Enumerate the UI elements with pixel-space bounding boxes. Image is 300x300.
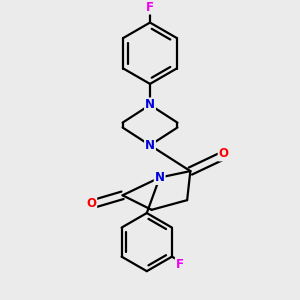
Text: O: O: [86, 197, 96, 210]
Text: N: N: [145, 98, 155, 111]
Text: F: F: [176, 258, 184, 271]
Text: N: N: [155, 171, 165, 184]
Text: F: F: [146, 1, 154, 13]
Text: N: N: [145, 139, 155, 152]
Text: O: O: [219, 148, 229, 160]
